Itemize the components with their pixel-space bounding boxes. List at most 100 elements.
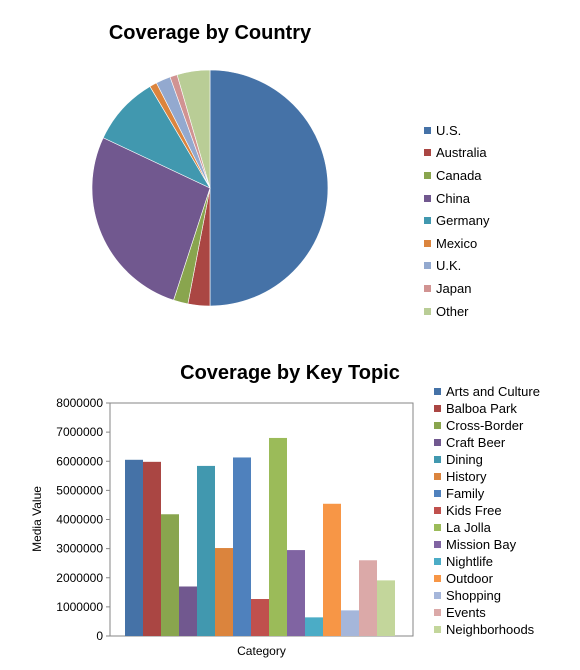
legend-label: Dining — [446, 452, 483, 467]
y-tick-label: 8000000 — [56, 396, 103, 410]
legend-swatch — [434, 439, 441, 446]
legend-swatch — [434, 490, 441, 497]
legend-label: Other — [436, 303, 469, 319]
legend-label: U.K. — [436, 258, 462, 274]
legend-swatch — [434, 422, 441, 429]
legend-label: Mexico — [436, 235, 478, 251]
bar-legend-item: Arts and Culture — [434, 383, 540, 400]
bar-cross-border — [161, 514, 179, 636]
bar-legend-item: Craft Beer — [434, 434, 540, 451]
legend-label: Shopping — [446, 588, 501, 603]
bar-legend-item: Events — [434, 604, 540, 621]
y-tick-label: 2000000 — [56, 571, 103, 585]
pie-legend-item: China — [424, 187, 489, 210]
legend-swatch — [434, 626, 441, 633]
legend-label: Arts and Culture — [446, 384, 540, 399]
legend-label: Craft Beer — [446, 435, 506, 450]
bar-history — [215, 548, 233, 636]
bar-legend: Arts and Culture Balboa Park Cross-Border C… — [434, 383, 540, 638]
pie-legend-item: Japan — [424, 277, 489, 300]
bar-legend-item: Cross-Border — [434, 417, 540, 434]
pie-legend-item: Canada — [424, 164, 489, 187]
legend-label: Cross-Border — [446, 418, 524, 433]
bar-chart-title: Coverage by Key Topic — [180, 362, 400, 384]
bar-balboa-park — [143, 461, 161, 636]
pie-legend-item: Germany — [424, 209, 489, 232]
pie-slice-china — [91, 137, 211, 301]
legend-swatch — [434, 405, 441, 412]
bar-arts-and-culture — [125, 459, 143, 636]
bar-craft-beer — [179, 586, 197, 636]
legend-swatch — [434, 541, 441, 548]
pie-slice-u-s — [209, 69, 329, 307]
bar-legend-item: Family — [434, 485, 540, 502]
legend-label: La Jolla — [446, 520, 491, 535]
y-tick-label: 1000000 — [56, 600, 103, 614]
legend-swatch — [434, 592, 441, 599]
bar-family — [233, 457, 251, 636]
bar-outdoor — [323, 503, 341, 636]
y-axis-title: Media Value — [30, 486, 44, 552]
legend-swatch — [424, 171, 431, 179]
y-tick-label: 6000000 — [56, 454, 103, 468]
pie-legend-item: U.K. — [424, 255, 489, 278]
pie-chart — [91, 69, 329, 307]
bar-legend-item: Neighborhoods — [434, 621, 540, 638]
y-tick-label: 0 — [96, 629, 103, 643]
bar-kids-free — [251, 599, 269, 636]
pie-legend: U.S. Australia Canada China Germany Mexico U.K… — [424, 119, 489, 322]
legend-swatch — [434, 558, 441, 565]
legend-label: Canada — [436, 167, 482, 183]
pie-legend-item: Mexico — [424, 232, 489, 255]
legend-swatch — [424, 217, 431, 225]
legend-swatch — [434, 524, 441, 531]
legend-swatch — [434, 473, 441, 480]
pie-slice-other — [176, 69, 211, 189]
bar-legend-item: Balboa Park — [434, 400, 540, 417]
bar-legend-item: Dining — [434, 451, 540, 468]
legend-swatch — [424, 149, 431, 157]
legend-label: Nightlife — [446, 554, 493, 569]
bar-events — [359, 560, 377, 636]
bar-legend-item: Nightlife — [434, 553, 540, 570]
bar-legend-item: Outdoor — [434, 570, 540, 587]
legend-swatch — [434, 456, 441, 463]
pie-legend-item: Other — [424, 300, 489, 323]
pie-chart-title: Coverage by Country — [108, 22, 312, 44]
legend-label: China — [436, 190, 470, 206]
x-axis-title: Category — [237, 644, 286, 658]
legend-label: Events — [446, 605, 486, 620]
y-tick-label: 4000000 — [56, 513, 103, 527]
legend-label: History — [446, 469, 487, 484]
legend-label: Neighborhoods — [446, 622, 535, 637]
bar-legend-item: History — [434, 468, 540, 485]
bar-legend-item: Mission Bay — [434, 536, 540, 553]
legend-swatch — [424, 284, 431, 292]
legend-label: Germany — [436, 213, 490, 229]
bar-mission-bay — [287, 550, 305, 636]
y-tick-label: 7000000 — [56, 425, 103, 439]
bar-chart: 0 1000000 2000000 3000000 4000000 5000000 6000… — [30, 396, 414, 658]
legend-swatch — [434, 507, 441, 514]
bar-dining — [197, 465, 215, 636]
bar-legend-item: Kids Free — [434, 502, 540, 519]
bar-nightlife — [305, 617, 323, 636]
pie-legend-item: U.S. — [424, 119, 489, 142]
bar-legend-item: La Jolla — [434, 519, 540, 536]
legend-label: Australia — [436, 145, 487, 161]
legend-label: Outdoor — [446, 571, 493, 586]
legend-swatch — [424, 126, 431, 134]
legend-swatch — [424, 307, 431, 315]
bar-legend-item: Shopping — [434, 587, 540, 604]
legend-label: Japan — [436, 280, 472, 296]
bar-la-jolla — [269, 437, 287, 636]
pie-legend-item: Australia — [424, 142, 489, 165]
legend-swatch — [434, 388, 441, 395]
legend-label: U.S. — [436, 122, 462, 138]
legend-swatch — [434, 609, 441, 616]
legend-label: Kids Free — [446, 503, 502, 518]
legend-swatch — [424, 194, 431, 202]
legend-label: Mission Bay — [446, 537, 517, 552]
bar-shopping — [341, 610, 359, 636]
